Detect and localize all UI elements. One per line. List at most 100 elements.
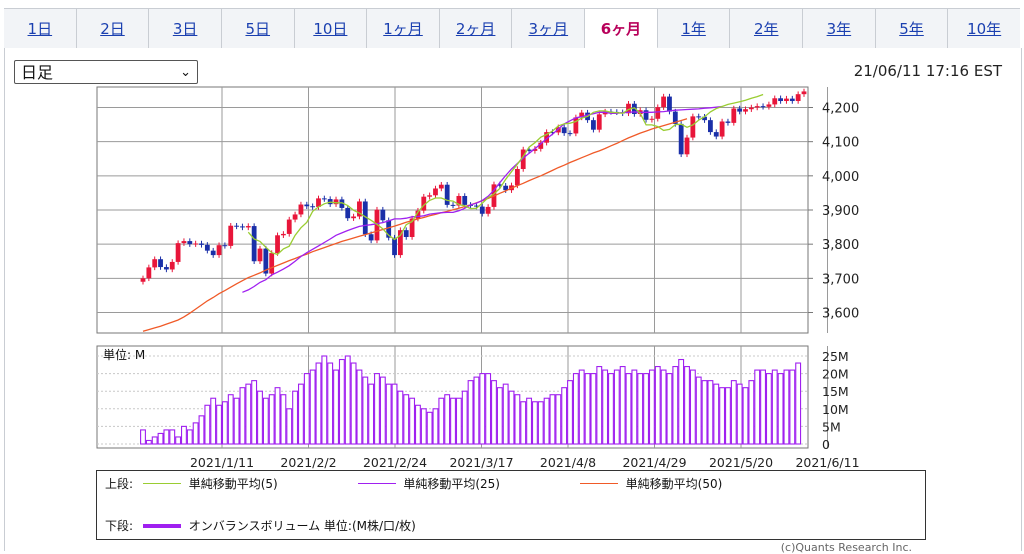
candle-body <box>778 98 784 102</box>
candle-body <box>661 96 667 108</box>
candle-body <box>415 210 421 219</box>
volume-bar <box>221 401 228 445</box>
volume-bar <box>608 373 614 445</box>
ma25-swatch <box>357 483 396 484</box>
candle-body <box>339 199 345 208</box>
volume-bar <box>327 362 334 445</box>
volume-bar <box>257 390 263 445</box>
volume-bar <box>274 387 281 445</box>
candle-body <box>643 110 649 120</box>
x-tick-label: 2021/6/11 <box>795 455 859 470</box>
tab-8[interactable]: 3ヶ月 <box>512 9 586 49</box>
candle-body <box>520 149 526 169</box>
candle-body <box>655 107 661 119</box>
candle-body <box>234 225 239 227</box>
candle-body <box>421 196 427 211</box>
x-tick-label: 2021/5/20 <box>709 455 773 470</box>
tab-6[interactable]: 1ヶ月 <box>367 9 440 49</box>
tab-13[interactable]: 5年 <box>876 9 949 49</box>
volume-bar <box>379 376 386 445</box>
volume-bar <box>163 429 170 445</box>
ma50-swatch <box>579 483 618 484</box>
volume-bar <box>707 380 714 445</box>
volume-bar <box>578 369 585 445</box>
volume-bar <box>754 369 761 445</box>
volume-bar <box>725 387 731 445</box>
price-tick-label: 4,200 <box>822 102 859 117</box>
volume-bar <box>350 362 357 445</box>
tab-11[interactable]: 2年 <box>730 9 804 49</box>
tab-10[interactable]: 1年 <box>658 9 731 49</box>
volume-bar <box>450 397 456 445</box>
candle-body <box>298 204 304 215</box>
candle-body <box>760 106 766 108</box>
tab-12[interactable]: 3年 <box>803 9 876 49</box>
chart-canvas: 2021/1/11 2021/2/2 2021/2/24 2021/3/17 2021/… <box>96 86 860 470</box>
candle-body <box>713 132 719 137</box>
volume-bar <box>648 369 655 445</box>
volume-bar <box>414 404 421 445</box>
volume-bar <box>409 397 416 445</box>
volume-bar <box>567 380 573 445</box>
volume-bar <box>356 369 363 445</box>
tab-5[interactable]: 10日 <box>295 9 368 49</box>
candle-body <box>286 219 292 234</box>
candle-body <box>561 127 567 134</box>
x-tick-label: 2021/4/8 <box>540 455 596 470</box>
volume-tick-label: 15M <box>822 384 849 399</box>
candle-body <box>754 106 760 108</box>
volume-bar <box>204 404 211 445</box>
volume-bar <box>397 390 404 445</box>
candle-body <box>667 96 672 112</box>
tab-14[interactable]: 10年 <box>967 20 1002 38</box>
tab-3[interactable]: 3日 <box>149 9 222 49</box>
tab-7[interactable]: 2ヶ月 <box>440 9 513 49</box>
volume-bar <box>654 366 661 445</box>
volume-bar <box>596 366 603 445</box>
candle-body <box>690 116 696 138</box>
candle-body <box>362 201 368 235</box>
volume-bar <box>637 373 644 445</box>
candle-body <box>748 107 754 110</box>
volume-bar <box>514 394 521 445</box>
volume-bar <box>245 383 252 445</box>
volume-bar <box>771 369 778 445</box>
candle-body <box>210 250 216 256</box>
volume-bar <box>643 373 650 445</box>
volume-tick-label: 5M <box>822 419 841 434</box>
candle-body <box>503 185 509 191</box>
volume-bar <box>239 387 246 445</box>
tab-1[interactable]: 1日 <box>4 9 77 49</box>
candle-body <box>251 226 257 262</box>
volume-bar <box>145 439 152 445</box>
volume-bar <box>520 401 527 445</box>
candle-body <box>567 133 573 135</box>
ma50-line <box>142 118 688 332</box>
candle-body <box>257 248 263 262</box>
tab-2[interactable]: 2日 <box>77 9 150 49</box>
price-tick-label: 3,900 <box>822 204 859 219</box>
candle-body <box>602 111 608 115</box>
candle-body <box>737 108 743 112</box>
volume-bar <box>736 383 743 445</box>
candle-body <box>631 103 637 114</box>
ma25-line <box>242 105 723 293</box>
volume-tick-label: 20M <box>822 367 849 382</box>
period-select[interactable]: 日足 ⌄ <box>14 60 198 84</box>
volume-bar <box>526 397 533 445</box>
candle-body <box>772 98 778 105</box>
candle-body <box>204 244 210 251</box>
candle-body <box>444 184 450 205</box>
volume-tick-label: 25M <box>822 349 849 364</box>
price-tick-label: 3,700 <box>822 272 859 287</box>
tab-4[interactable]: 5日 <box>222 9 295 49</box>
price-tick-label: 3,600 <box>822 307 859 322</box>
candle-body <box>146 267 152 279</box>
candle-body <box>743 109 748 112</box>
volume-bar <box>543 397 550 445</box>
volume-bar <box>689 369 696 445</box>
timestamp: 21/06/11 17:16 EST <box>853 62 1002 80</box>
candle-body <box>433 188 438 196</box>
volume-bar <box>338 358 345 445</box>
candle-body <box>544 132 550 143</box>
